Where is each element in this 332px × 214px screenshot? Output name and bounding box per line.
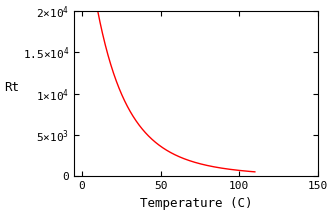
Y-axis label: Rt: Rt <box>4 81 19 94</box>
X-axis label: Temperature (C): Temperature (C) <box>140 197 252 210</box>
